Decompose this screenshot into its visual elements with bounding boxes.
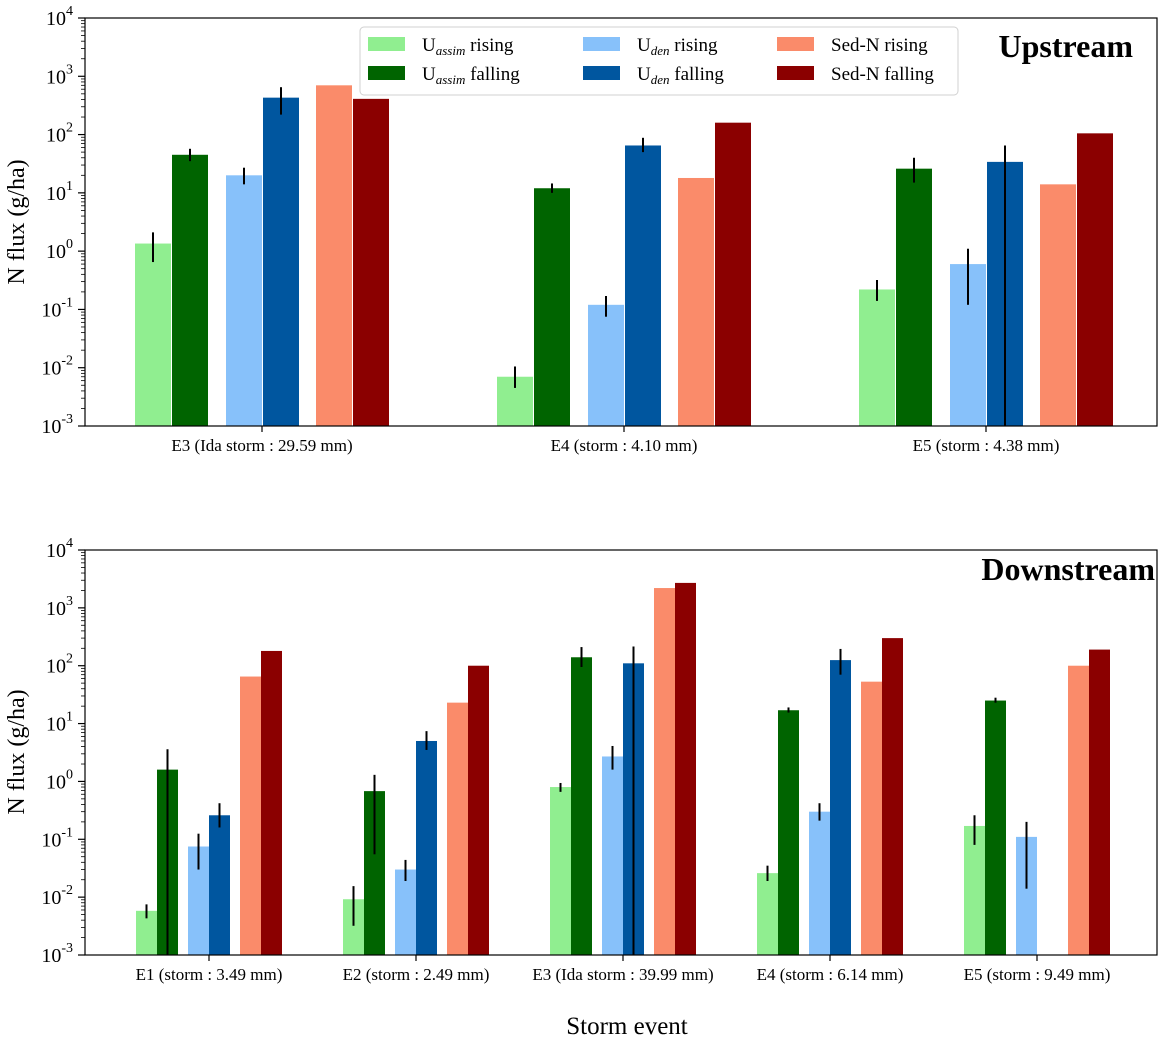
y-tick-label: 10-2 (41, 354, 73, 380)
legend-label-u_assim_rising: Uassim rising (422, 35, 514, 58)
y-tick-label: 10-3 (41, 412, 73, 438)
bar-u-den-rising-5 (1016, 836, 1037, 955)
bar-u-den-falling-2 (416, 740, 437, 955)
bar-sed-n-falling-3 (675, 582, 696, 955)
legend-label-sedn_falling: Sed-N falling (831, 64, 934, 85)
bar-u-den-falling-1 (263, 97, 299, 427)
bar-sed-n-rising-2 (447, 702, 468, 955)
y-tick-label: 101 (46, 179, 73, 205)
legend-swatch-sedn_rising (777, 37, 814, 51)
legend-label-u_den_falling: Uden falling (637, 64, 724, 87)
y-tick-label: 103 (46, 62, 73, 88)
bar-sed-n-falling-1 (353, 98, 389, 426)
bar-sed-n-falling-3 (1077, 133, 1113, 426)
legend-label-u_assim_falling: Uassim falling (422, 64, 520, 87)
bar-u-den-rising-1 (226, 175, 262, 426)
bar-u-assim-falling-4 (778, 710, 799, 955)
bar-u-den-rising-1 (188, 846, 209, 955)
x-tick-label: E4 (storm : 4.10 mm) (551, 436, 698, 455)
legend-swatch-sedn_falling (777, 66, 814, 80)
y-axis-label: N flux (g/ha) (4, 689, 30, 814)
bar-sed-n-rising-3 (654, 588, 675, 955)
bar-sed-n-falling-1 (261, 650, 282, 955)
bar-u-assim-falling-3 (571, 657, 592, 955)
legend-label-u_den_rising: Uden rising (637, 35, 718, 58)
bar-sed-n-rising-5 (1068, 665, 1089, 955)
bar-u-assim-falling-2 (364, 791, 385, 955)
bar-sed-n-falling-5 (1089, 649, 1110, 955)
y-tick-label: 103 (46, 594, 73, 620)
x-tick-label: E4 (storm : 6.14 mm) (757, 965, 904, 984)
bar-u-assim-falling-1 (172, 154, 208, 426)
y-tick-label: 102 (46, 121, 73, 147)
bar-u-assim-rising-1 (136, 910, 157, 955)
y-tick-label: 10-1 (41, 825, 73, 851)
legend-swatch-u_assim_rising (368, 37, 405, 51)
legend-label-sedn_rising: Sed-N rising (831, 35, 928, 56)
y-tick-label: 101 (46, 710, 73, 736)
y-tick-label: 100 (46, 767, 73, 793)
y-tick-label: 10-1 (41, 295, 73, 321)
bar-u-assim-falling-5 (985, 700, 1006, 955)
y-axis-label: N flux (g/ha) (4, 159, 30, 284)
x-tick-label: E3 (Ida storm : 29.59 mm) (171, 436, 352, 455)
x-tick-label: E1 (storm : 3.49 mm) (136, 965, 283, 984)
x-tick-label: E5 (storm : 9.49 mm) (964, 965, 1111, 984)
y-tick-label: 104 (46, 4, 73, 30)
legend-swatch-u_assim_falling (368, 66, 405, 80)
bar-sed-n-falling-2 (468, 665, 489, 955)
bar-u-assim-rising-2 (343, 899, 364, 955)
bar-u-den-falling-2 (625, 145, 661, 427)
bar-u-den-falling-1 (209, 815, 230, 955)
x-tick-label: E2 (storm : 2.49 mm) (343, 965, 490, 984)
bar-sed-n-rising-1 (316, 85, 352, 427)
bar-u-assim-rising-1 (135, 243, 171, 426)
bar-u-assim-falling-2 (534, 188, 570, 426)
y-tick-label: 104 (46, 536, 73, 562)
legend-swatch-u_den_falling (583, 66, 620, 80)
legend-swatch-u_den_rising (583, 37, 620, 51)
panel-title: Upstream (999, 28, 1134, 64)
bar-u-assim-rising-3 (859, 289, 895, 426)
x-tick-label: E5 (storm : 4.38 mm) (913, 436, 1060, 455)
bar-u-assim-rising-5 (964, 825, 985, 955)
bar-u-den-rising-4 (809, 811, 830, 955)
x-axis-label: Storm event (566, 1013, 688, 1040)
bar-sed-n-rising-4 (861, 681, 882, 955)
x-tick-label: E3 (Ida storm : 39.99 mm) (532, 965, 713, 984)
bar-sed-n-falling-4 (882, 638, 903, 955)
bar-sed-n-rising-3 (1040, 184, 1076, 426)
bar-u-den-rising-3 (602, 756, 623, 955)
bar-u-assim-rising-3 (550, 787, 571, 955)
bar-sed-n-falling-2 (715, 122, 751, 427)
panel-upstream: 10-3 10-2 10-1 100 101 102 103 104 E3 (Ida storm… (4, 4, 1158, 455)
panel-downstream: 10-3 10-2 10-1 100 101 102 103 104 E1 (storm : 3… (4, 536, 1158, 984)
y-tick-label: 10-2 (41, 883, 73, 909)
bar-u-den-rising-2 (395, 869, 416, 955)
legend: Uassim rising Uassim falling Uden rising Ud… (359, 26, 959, 96)
bar-sed-n-rising-2 (678, 177, 714, 426)
bar-u-den-rising-2 (588, 304, 624, 426)
y-tick-label: 10-3 (41, 941, 73, 967)
panel-title: Downstream (981, 551, 1155, 587)
y-tick-label: 100 (46, 237, 73, 263)
bar-sed-n-rising-1 (240, 676, 261, 955)
axes-frame (84, 17, 1158, 427)
bar-u-den-falling-4 (830, 660, 851, 955)
axes-frame (84, 549, 1158, 956)
bar-u-assim-falling-3 (896, 168, 932, 427)
y-tick-label: 102 (46, 652, 73, 678)
bar-u-assim-rising-4 (757, 873, 778, 955)
